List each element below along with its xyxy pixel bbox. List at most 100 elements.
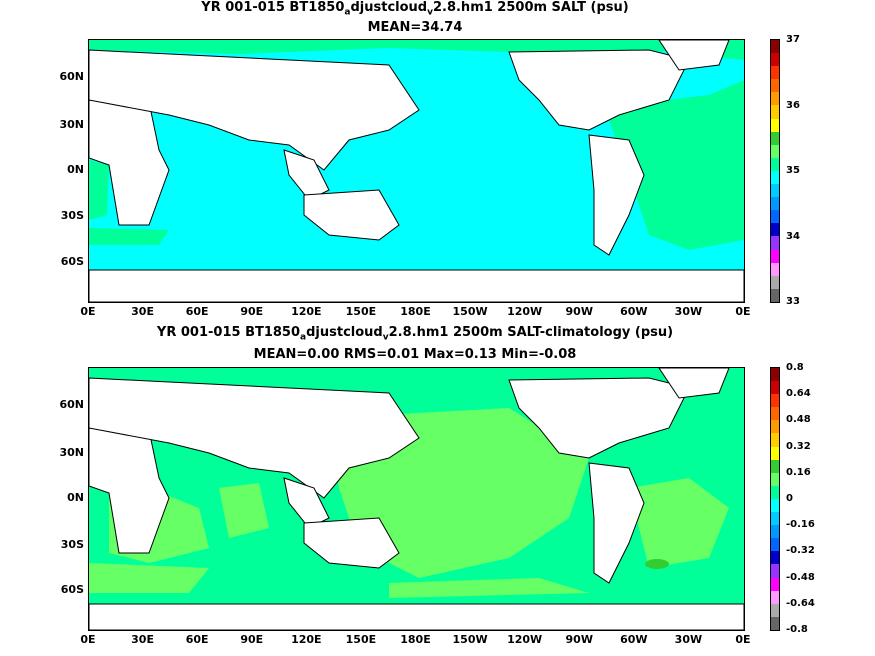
top-colorbar-segment [771,275,779,289]
top-colorbar-segment [771,157,779,171]
bottom-colorbar-segment [771,407,779,421]
top-colorbar-label: 34 [786,230,800,242]
bottom-colorbar-segment [771,472,779,486]
top-lat-label-60n: 60N [59,70,84,83]
bottom-anomaly-map [88,367,745,631]
top-lon-label: 90E [240,305,264,318]
top-indian-region [89,160,109,220]
top-lon-label: 60E [185,305,209,318]
bottom-lat-label-0n: 0N [67,491,84,504]
bottom-lon-label: 60E [185,633,209,646]
top-colorbar-segment [771,131,779,145]
top-lon-label: 150W [452,305,488,318]
bottom-lat-label-60s: 60S [60,583,84,596]
top-colorbar-segment [771,144,779,158]
top-colorbar-segment [771,210,779,224]
top-lat-label-30n: 30N [59,118,84,131]
top-colorbar-segment [771,197,779,211]
bottom-colorbar-label: 0.64 [786,388,811,400]
bottom-colorbar-segment [771,512,779,526]
bottom-map-svg [89,368,744,630]
top-colorbar-segment [771,105,779,119]
bottom-lon-label: 150E [345,633,377,646]
bottom-continents [89,368,744,630]
bottom-colorbar-label: -0.16 [786,519,815,531]
top-colorbar [770,39,780,303]
bottom-colorbar-segment [771,498,779,513]
bottom-colorbar-segment [771,577,779,591]
top-lon-label: 120E [291,305,322,318]
bottom-colorbar-segment [771,381,779,395]
bottom-colorbar-label: 0 [786,493,793,504]
top-lon-label: 0E [735,305,751,318]
bottom-panel-title: YR 001-015 BT1850adjustcloudv2.8.hm1 250… [156,325,674,343]
top-salinity-map [88,39,745,303]
top-colorbar-segment [771,262,779,276]
bottom-colorbar-label: -0.64 [786,597,815,609]
top-lon-label: 120W [507,305,543,318]
top-panel-stats: MEAN=34.74 [367,20,463,35]
bottom-colorbar-segment [771,590,779,604]
top-arctic-region [89,40,744,60]
bottom-colorbar-segment [771,525,779,539]
bottom-lat-label-30s: 30S [60,538,84,551]
bottom-lon-label: 90E [240,633,264,646]
bottom-lon-label: 30E [131,633,154,646]
bottom-colorbar-segment [771,551,779,565]
top-lat-label-30s: 30S [60,209,84,222]
bottom-colorbar-label: 0.48 [786,414,811,426]
top-colorbar-segment [771,79,779,93]
bottom-colorbar-segment [771,564,779,578]
top-colorbar-segment [771,249,779,263]
top-colorbar-segment [771,92,779,106]
bottom-lon-label: 0E [80,633,96,646]
bottom-panel-stats: MEAN=0.00 RMS=0.01 Max=0.13 Min=-0.08 [253,347,577,362]
bottom-colorbar-segment [771,485,779,499]
bottom-colorbar-segment [771,616,779,630]
top-lon-label: 150E [345,305,377,318]
bottom-colorbar-segment [771,538,779,552]
bottom-colorbar-label: 0.16 [786,466,811,478]
bottom-colorbar-segment [771,446,779,460]
bottom-colorbar [770,367,780,631]
top-colorbar-label: 33 [786,296,800,307]
top-lon-label: 180E [400,305,431,318]
bottom-lat-label-60n: 60N [59,398,84,411]
top-southern-region [89,228,169,245]
bottom-lon-label: 0E [735,633,751,646]
top-map-svg [89,40,744,302]
top-colorbar-segment [771,288,779,302]
top-colorbar-segment [771,53,779,67]
bottom-lon-label: 90W [565,633,593,646]
bottom-colorbar-label: 0.32 [786,440,811,452]
bottom-colorbar-label: -0.48 [786,571,815,583]
bottom-colorbar-segment [771,433,779,447]
top-colorbar-segment [771,184,779,198]
top-colorbar-label: 35 [786,165,800,176]
bottom-colorbar-segment [771,394,779,408]
top-lon-label: 30W [674,305,703,318]
top-colorbar-segment [771,223,779,237]
bottom-lon-label: 150W [452,633,488,646]
top-colorbar-segment [771,170,779,185]
bottom-lon-label: 120W [507,633,543,646]
bottom-lon-label: 60W [620,633,648,646]
bottom-lon-label: 30W [674,633,703,646]
top-colorbar-segment [771,236,779,250]
top-colorbar-segment [771,118,779,132]
top-atlantic-region [609,80,744,250]
top-panel-title: YR 001-015 BT1850adjustcloudv2.8.hm1 250… [201,0,629,18]
bottom-colorbar-segment [771,420,779,434]
top-lon-label: 90W [565,305,593,318]
bottom-lat-label-30n: 30N [59,446,84,459]
top-colorbar-label: 37 [786,34,800,45]
bottom-colorbar-label: 0.8 [786,362,804,373]
bottom-colorbar-label: -0.32 [786,545,815,557]
bottom-colorbar-segment [771,368,779,382]
top-colorbar-segment [771,66,779,80]
bottom-colorbar-segment [771,603,779,617]
top-lat-label-60s: 60S [60,255,84,268]
bottom-hot-spot [645,559,669,569]
bottom-lon-label: 120E [291,633,322,646]
bottom-colorbar-label: -0.8 [786,624,808,635]
